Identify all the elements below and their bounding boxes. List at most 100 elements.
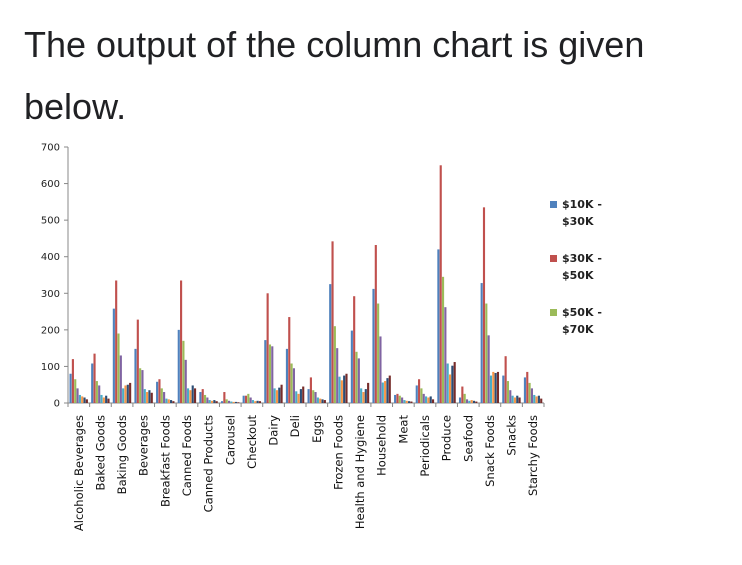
bar [223, 392, 226, 403]
bar [504, 356, 507, 403]
bar [150, 392, 153, 403]
category-label: Periodicals [418, 415, 432, 477]
bar [288, 317, 291, 403]
bar [268, 344, 272, 403]
category-label: Checkout [245, 415, 259, 469]
bar [280, 384, 283, 403]
bar [232, 401, 235, 403]
bar [295, 391, 298, 403]
bar [379, 336, 382, 403]
bar [535, 396, 538, 403]
bar [509, 390, 512, 403]
bar [254, 401, 257, 403]
bar [160, 388, 163, 403]
bar [353, 296, 356, 403]
y-tick-label: 300 [41, 289, 60, 300]
category-label: Baked Goods [94, 415, 108, 491]
bar [139, 368, 142, 403]
bar [401, 397, 404, 403]
bar [93, 353, 96, 403]
bar [485, 303, 488, 403]
bar [360, 388, 363, 403]
bar [451, 365, 454, 403]
y-tick-label: 500 [41, 216, 60, 227]
bar [323, 400, 326, 403]
bar [112, 308, 115, 403]
bar [492, 371, 495, 403]
bar [129, 382, 132, 403]
category-label: Baking Goods [115, 415, 129, 494]
bar [355, 351, 358, 403]
bar [285, 348, 289, 403]
y-tick-label: 200 [41, 325, 60, 336]
bar [441, 276, 445, 403]
bar [143, 389, 146, 403]
bar [528, 382, 531, 403]
bar [372, 288, 375, 403]
bar [518, 397, 521, 403]
bar [251, 400, 255, 403]
y-tick-label: 400 [41, 252, 60, 263]
bar [340, 380, 343, 403]
category-label: Beverages [137, 415, 151, 476]
bar [76, 388, 79, 403]
bar [126, 384, 129, 403]
bar [193, 388, 197, 403]
bar [333, 326, 336, 403]
bar [220, 401, 224, 403]
bar [458, 397, 462, 403]
bar [182, 340, 185, 403]
bar [292, 368, 295, 403]
category-label: Deli [288, 415, 302, 437]
bar [302, 386, 305, 403]
legend-label: $30K - [562, 252, 602, 265]
bar [115, 280, 118, 403]
bar [210, 400, 214, 403]
bar [148, 390, 151, 403]
y-tick-label: 600 [41, 179, 60, 190]
bar [494, 373, 497, 403]
bar [187, 388, 190, 403]
bar [297, 393, 300, 403]
bar [319, 398, 322, 403]
bar [437, 249, 440, 403]
category-label: Meat [396, 415, 410, 444]
bar [396, 393, 399, 403]
bar [234, 401, 238, 403]
y-tick-label: 100 [41, 362, 60, 373]
bar [502, 375, 505, 403]
category-label: Canned Products [202, 415, 216, 512]
bar [350, 330, 353, 403]
legend-swatch [550, 255, 557, 262]
bar [429, 396, 432, 403]
bar [453, 362, 456, 403]
bar [307, 389, 310, 403]
bar [91, 363, 94, 403]
bar [364, 389, 367, 403]
bar [381, 382, 384, 403]
bar [271, 346, 274, 403]
bar [81, 396, 84, 403]
category-label: Starchy Foods [526, 415, 540, 496]
bar [388, 375, 391, 403]
bar [537, 395, 540, 403]
bar [105, 395, 108, 403]
bar [506, 381, 510, 403]
bar [172, 401, 175, 403]
bar [98, 385, 101, 403]
bar [439, 165, 442, 403]
bar [249, 397, 252, 403]
bar [191, 385, 194, 403]
bar [124, 385, 127, 403]
bar [208, 400, 211, 403]
bar [465, 399, 469, 403]
legend-label: $50K - [562, 306, 602, 319]
bar [336, 348, 339, 403]
bar [357, 358, 360, 403]
bar [69, 373, 72, 403]
bar [266, 293, 269, 403]
bar [203, 394, 207, 403]
bar [74, 379, 77, 403]
bar [122, 388, 125, 403]
